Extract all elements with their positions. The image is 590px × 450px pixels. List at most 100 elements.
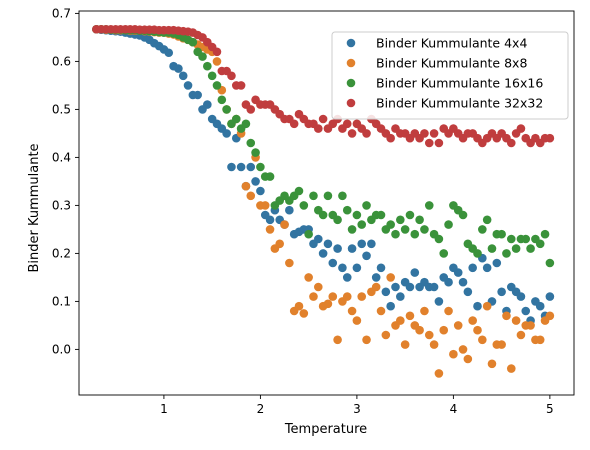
data-point bbox=[400, 225, 410, 234]
data-point bbox=[174, 64, 183, 73]
legend: Binder Kummulante 4x4 Binder Kummulante 8… bbox=[331, 31, 569, 120]
data-point bbox=[545, 292, 555, 301]
data-point bbox=[217, 95, 227, 105]
data-point bbox=[352, 263, 362, 273]
data-point bbox=[424, 201, 434, 210]
x-tick-label: 5 bbox=[546, 402, 554, 416]
data-point bbox=[357, 239, 367, 249]
data-point bbox=[260, 201, 270, 210]
data-point bbox=[212, 47, 222, 57]
data-point bbox=[362, 129, 371, 138]
data-point bbox=[304, 273, 313, 282]
data-point bbox=[434, 138, 444, 148]
legend-marker bbox=[346, 58, 356, 68]
data-point bbox=[516, 292, 526, 301]
data-point bbox=[487, 359, 497, 369]
data-point bbox=[328, 292, 338, 301]
data-point bbox=[420, 129, 429, 138]
data-point bbox=[333, 244, 342, 253]
data-point bbox=[386, 220, 395, 229]
data-point bbox=[391, 282, 400, 292]
data-point bbox=[198, 52, 207, 61]
data-point bbox=[453, 321, 463, 330]
data-point bbox=[309, 191, 318, 201]
y-ticks: 0.0 0.1 0.2 0.3 0.4 0.5 0.6 0.7 bbox=[52, 6, 79, 356]
data-point bbox=[511, 316, 521, 325]
data-point bbox=[328, 258, 338, 268]
data-point bbox=[376, 263, 386, 273]
x-tick-label: 1 bbox=[160, 402, 168, 416]
data-point bbox=[497, 229, 506, 239]
data-point bbox=[386, 133, 395, 143]
data-point bbox=[434, 297, 444, 306]
y-axis-label: Binder Kummulante bbox=[27, 143, 42, 272]
data-point bbox=[178, 71, 188, 81]
data-point bbox=[294, 301, 304, 311]
data-point bbox=[434, 369, 444, 378]
data-point bbox=[323, 191, 333, 201]
data-point bbox=[516, 330, 526, 340]
x-ticks: 1 2 3 4 5 bbox=[160, 395, 554, 416]
data-point bbox=[323, 299, 333, 309]
legend-label: Binder Kummulante 8x8 bbox=[376, 56, 527, 71]
data-point bbox=[164, 48, 174, 58]
data-point bbox=[400, 340, 410, 349]
data-point bbox=[314, 282, 323, 292]
data-point bbox=[444, 306, 453, 316]
data-point bbox=[246, 138, 256, 148]
data-point bbox=[352, 316, 362, 325]
data-point bbox=[487, 244, 497, 253]
legend-marker bbox=[346, 78, 356, 88]
data-point bbox=[429, 282, 439, 292]
data-point bbox=[362, 335, 371, 345]
data-point bbox=[492, 258, 502, 268]
data-point bbox=[468, 316, 477, 325]
data-point bbox=[473, 301, 482, 311]
data-point bbox=[463, 287, 473, 297]
data-point bbox=[338, 191, 347, 201]
data-point bbox=[482, 263, 492, 273]
data-point bbox=[424, 330, 434, 340]
data-point bbox=[410, 268, 420, 277]
data-point bbox=[265, 215, 275, 225]
data-point bbox=[468, 263, 477, 273]
data-point bbox=[265, 172, 275, 181]
data-point bbox=[434, 234, 444, 244]
data-point bbox=[183, 81, 193, 90]
data-point bbox=[294, 186, 304, 196]
data-point bbox=[309, 292, 318, 301]
data-point bbox=[367, 239, 376, 249]
data-point bbox=[458, 210, 468, 220]
data-point bbox=[318, 210, 328, 220]
data-point bbox=[473, 325, 482, 335]
data-point bbox=[347, 244, 357, 253]
x-tick-label: 4 bbox=[450, 402, 458, 416]
data-point bbox=[371, 273, 381, 282]
data-point bbox=[381, 330, 391, 340]
data-point bbox=[347, 306, 357, 316]
y-tick-label: 0.7 bbox=[52, 6, 71, 20]
data-point bbox=[299, 201, 309, 210]
data-point bbox=[347, 129, 357, 138]
data-point bbox=[357, 292, 367, 301]
legend-label: Binder Kummulante 16x16 bbox=[376, 76, 543, 91]
legend-label: Binder Kummulante 32x32 bbox=[376, 96, 543, 111]
data-point bbox=[386, 301, 395, 311]
data-point bbox=[424, 138, 434, 148]
data-point bbox=[516, 124, 526, 133]
data-point bbox=[352, 210, 362, 220]
data-point bbox=[521, 234, 531, 244]
data-point bbox=[251, 177, 260, 186]
data-point bbox=[207, 71, 217, 81]
data-point bbox=[463, 354, 473, 364]
legend-box bbox=[331, 31, 569, 120]
data-point bbox=[526, 244, 535, 253]
y-tick-label: 0.1 bbox=[52, 294, 71, 308]
data-point bbox=[545, 311, 555, 321]
data-point bbox=[241, 119, 251, 129]
y-tick-label: 0.3 bbox=[52, 198, 71, 212]
data-point bbox=[299, 309, 309, 318]
data-point bbox=[241, 181, 251, 191]
data-point bbox=[420, 306, 429, 316]
